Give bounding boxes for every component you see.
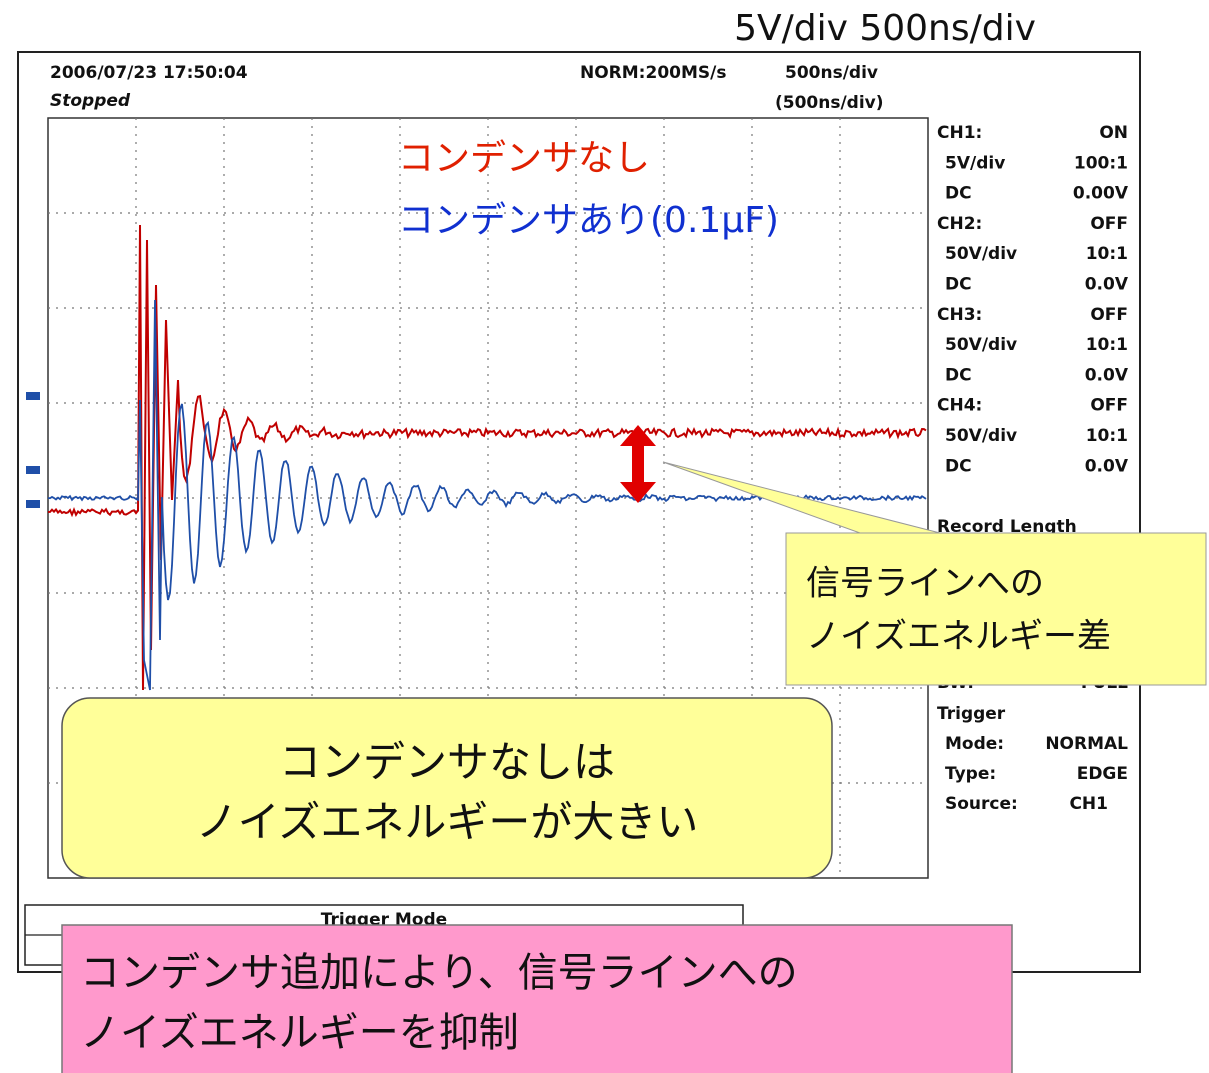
channel-label: 50V/div — [945, 244, 1017, 264]
callout-difference — [786, 533, 1206, 685]
trigger-label: Mode: — [945, 734, 1004, 754]
timebase-zoom: (500ns/div) — [775, 93, 884, 113]
channel-value: OFF — [1090, 396, 1128, 416]
channel-value: 10:1 — [1086, 244, 1128, 264]
channel-value: 100:1 — [1074, 153, 1128, 173]
channel-value: 0.0V — [1085, 275, 1129, 295]
trigger-label: Type: — [945, 764, 996, 784]
channel-label: DC — [945, 456, 972, 476]
conclusion-line: ノイズエネルギーを抑制 — [80, 1010, 519, 1056]
channel-label: DC — [945, 184, 972, 204]
channel-label: 5V/div — [945, 153, 1005, 173]
datetime: 2006/07/23 17:50:04 — [50, 63, 248, 83]
channel-label: DC — [945, 275, 972, 295]
trigger-value: NORMAL — [1045, 734, 1128, 754]
channel-label: CH3: — [937, 305, 982, 325]
channel-value: OFF — [1090, 214, 1128, 234]
channel-label: 50V/div — [945, 426, 1017, 446]
channel-label: 50V/div — [945, 335, 1017, 355]
legend-without: コンデンサなし — [398, 138, 650, 179]
status: Stopped — [50, 91, 131, 111]
page: 5V/div 500ns/div 2006/07/23 17:50:04 Sto… — [0, 0, 1209, 1073]
channel-value: 10:1 — [1086, 335, 1128, 355]
conclusion-line: コンデンサ追加により、信号ラインへの — [80, 950, 798, 996]
scale-label: 5V/div 500ns/div — [734, 8, 1036, 49]
timebase: 500ns/div — [785, 63, 878, 83]
channel-label: CH2: — [937, 214, 982, 234]
callout-line: ノイズエネルギーが大きい — [196, 798, 699, 847]
channel-value: ON — [1099, 123, 1128, 143]
callout-line: コンデンサなしは — [279, 738, 615, 787]
trigger-value: EDGE — [1077, 764, 1128, 784]
callout-energy — [62, 698, 832, 878]
channel-value: 0.0V — [1085, 365, 1129, 385]
channel-label: CH4: — [937, 396, 982, 416]
channel-label: DC — [945, 365, 972, 385]
trigger-title: Trigger — [937, 704, 1006, 724]
channel-value: OFF — [1090, 305, 1128, 325]
channel-label: CH1: — [937, 123, 982, 143]
channel-value: 10:1 — [1086, 426, 1128, 446]
sampling: NORM:200MS/s — [580, 63, 726, 83]
channel-value: 0.00V — [1073, 184, 1129, 204]
trigger-value: CH1 — [1069, 794, 1108, 814]
callout-line: ノイズエネルギー差 — [806, 617, 1111, 657]
callout-line: 信号ラインへの — [806, 564, 1044, 604]
legend-with: コンデンサあり(0.1μF) — [398, 200, 779, 241]
channel-value: 0.0V — [1085, 456, 1129, 476]
trigger-label: Source: — [945, 794, 1018, 814]
